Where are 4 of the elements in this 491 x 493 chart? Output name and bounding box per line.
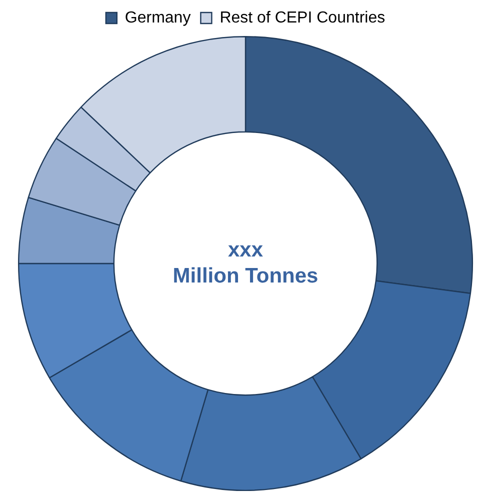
text: Million Tonnes — [172, 264, 318, 288]
legend-label: Rest of CEPI Countries — [220, 9, 386, 26]
text: xxx — [228, 238, 264, 262]
legend-label: Germany — [124, 9, 191, 26]
